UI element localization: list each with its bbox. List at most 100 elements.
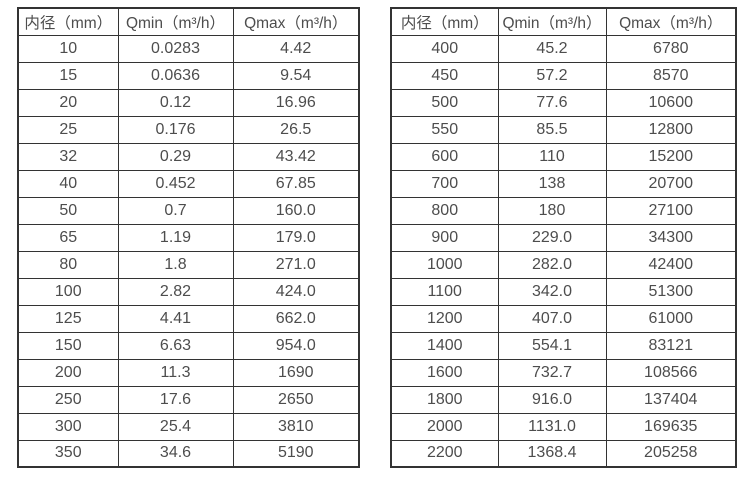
table-row: 10 0.0283 4.42	[17, 34, 360, 63]
table-cell: 1131.0	[497, 412, 607, 441]
table-cell: 350	[17, 439, 119, 468]
table-cell: 0.29	[117, 142, 234, 171]
table-row: 150 6.63 954.0	[17, 331, 360, 360]
flow-rate-table-large-diameters: 内径（mm） Qmin（m³/h） Qmax（m³/h） 400 45.2 6780…	[390, 7, 737, 468]
table-header-row: 内径（mm） Qmin（m³/h） Qmax（m³/h）	[390, 7, 737, 36]
table-cell: 600	[390, 142, 499, 171]
table-row: 350 34.6 5190	[17, 439, 360, 468]
table-row: 50 0.7 160.0	[17, 196, 360, 225]
table-cell: 300	[17, 412, 119, 441]
table-cell: 0.7	[117, 196, 234, 225]
table-cell: 500	[390, 88, 499, 117]
column-header-qmin: Qmin（m³/h）	[117, 7, 234, 36]
table-cell: 554.1	[497, 331, 607, 360]
table-cell: 1400	[390, 331, 499, 360]
table-cell: 80	[17, 250, 119, 279]
table-cell: 0.176	[117, 115, 234, 144]
table-cell: 25	[17, 115, 119, 144]
table-row: 65 1.19 179.0	[17, 223, 360, 252]
table-cell: 150	[17, 331, 119, 360]
table-cell: 100	[17, 277, 119, 306]
table-cell: 26.5	[232, 115, 360, 144]
table-cell: 2000	[390, 412, 499, 441]
table-cell: 180	[497, 196, 607, 225]
table-cell: 20	[17, 88, 119, 117]
table-cell: 179.0	[232, 223, 360, 252]
table-cell: 250	[17, 385, 119, 414]
table-cell: 6.63	[117, 331, 234, 360]
table-cell: 1690	[232, 358, 360, 387]
table-cell: 450	[390, 61, 499, 90]
table-cell: 1800	[390, 385, 499, 414]
table-cell: 2650	[232, 385, 360, 414]
table-cell: 1.19	[117, 223, 234, 252]
table-cell: 1.8	[117, 250, 234, 279]
table-cell: 662.0	[232, 304, 360, 333]
table-cell: 732.7	[497, 358, 607, 387]
table-cell: 229.0	[497, 223, 607, 252]
table-cell: 85.5	[497, 115, 607, 144]
table-cell: 0.0636	[117, 61, 234, 90]
table-row: 900 229.0 34300	[390, 223, 737, 252]
table-cell: 32	[17, 142, 119, 171]
table-row: 20 0.12 16.96	[17, 88, 360, 117]
table-row: 1200 407.0 61000	[390, 304, 737, 333]
table-cell: 1368.4	[497, 439, 607, 468]
table-row: 40 0.452 67.85	[17, 169, 360, 198]
table-row: 800 180 27100	[390, 196, 737, 225]
table-row: 250 17.6 2650	[17, 385, 360, 414]
table-cell: 0.452	[117, 169, 234, 198]
table-cell: 137404	[605, 385, 737, 414]
table-cell: 0.0283	[117, 34, 234, 63]
table-cell: 271.0	[232, 250, 360, 279]
table-row: 1600 732.7 108566	[390, 358, 737, 387]
table-cell: 6780	[605, 34, 737, 63]
table-cell: 9.54	[232, 61, 360, 90]
table-row: 1400 554.1 83121	[390, 331, 737, 360]
table-cell: 11.3	[117, 358, 234, 387]
table-cell: 43.42	[232, 142, 360, 171]
column-header-qmax: Qmax（m³/h）	[605, 7, 737, 36]
table-cell: 40	[17, 169, 119, 198]
table-cell: 10600	[605, 88, 737, 117]
table-cell: 550	[390, 115, 499, 144]
table-row: 400 45.2 6780	[390, 34, 737, 63]
table-cell: 50	[17, 196, 119, 225]
table-cell: 200	[17, 358, 119, 387]
table-cell: 125	[17, 304, 119, 333]
table-cell: 8570	[605, 61, 737, 90]
table-cell: 700	[390, 169, 499, 198]
table-cell: 0.12	[117, 88, 234, 117]
table-cell: 65	[17, 223, 119, 252]
table-row: 25 0.176 26.5	[17, 115, 360, 144]
table-cell: 15200	[605, 142, 737, 171]
table-row: 125 4.41 662.0	[17, 304, 360, 333]
table-cell: 67.85	[232, 169, 360, 198]
table-cell: 916.0	[497, 385, 607, 414]
table-cell: 25.4	[117, 412, 234, 441]
table-cell: 169635	[605, 412, 737, 441]
table-cell: 20700	[605, 169, 737, 198]
table-row: 1800 916.0 137404	[390, 385, 737, 414]
table-cell: 34.6	[117, 439, 234, 468]
table-row: 300 25.4 3810	[17, 412, 360, 441]
table-cell: 108566	[605, 358, 737, 387]
column-header-qmin: Qmin（m³/h）	[497, 7, 607, 36]
table-row: 2000 1131.0 169635	[390, 412, 737, 441]
table-row: 500 77.6 10600	[390, 88, 737, 117]
table-cell: 61000	[605, 304, 737, 333]
table-cell: 10	[17, 34, 119, 63]
table-cell: 15	[17, 61, 119, 90]
table-cell: 138	[497, 169, 607, 198]
table-cell: 83121	[605, 331, 737, 360]
table-cell: 12800	[605, 115, 737, 144]
table-row: 1100 342.0 51300	[390, 277, 737, 306]
table-row: 100 2.82 424.0	[17, 277, 360, 306]
table-row: 80 1.8 271.0	[17, 250, 360, 279]
table-cell: 4.42	[232, 34, 360, 63]
column-header-qmax: Qmax（m³/h）	[232, 7, 360, 36]
table-row: 600 110 15200	[390, 142, 737, 171]
table-cell: 205258	[605, 439, 737, 468]
table-cell: 1200	[390, 304, 499, 333]
table-cell: 17.6	[117, 385, 234, 414]
